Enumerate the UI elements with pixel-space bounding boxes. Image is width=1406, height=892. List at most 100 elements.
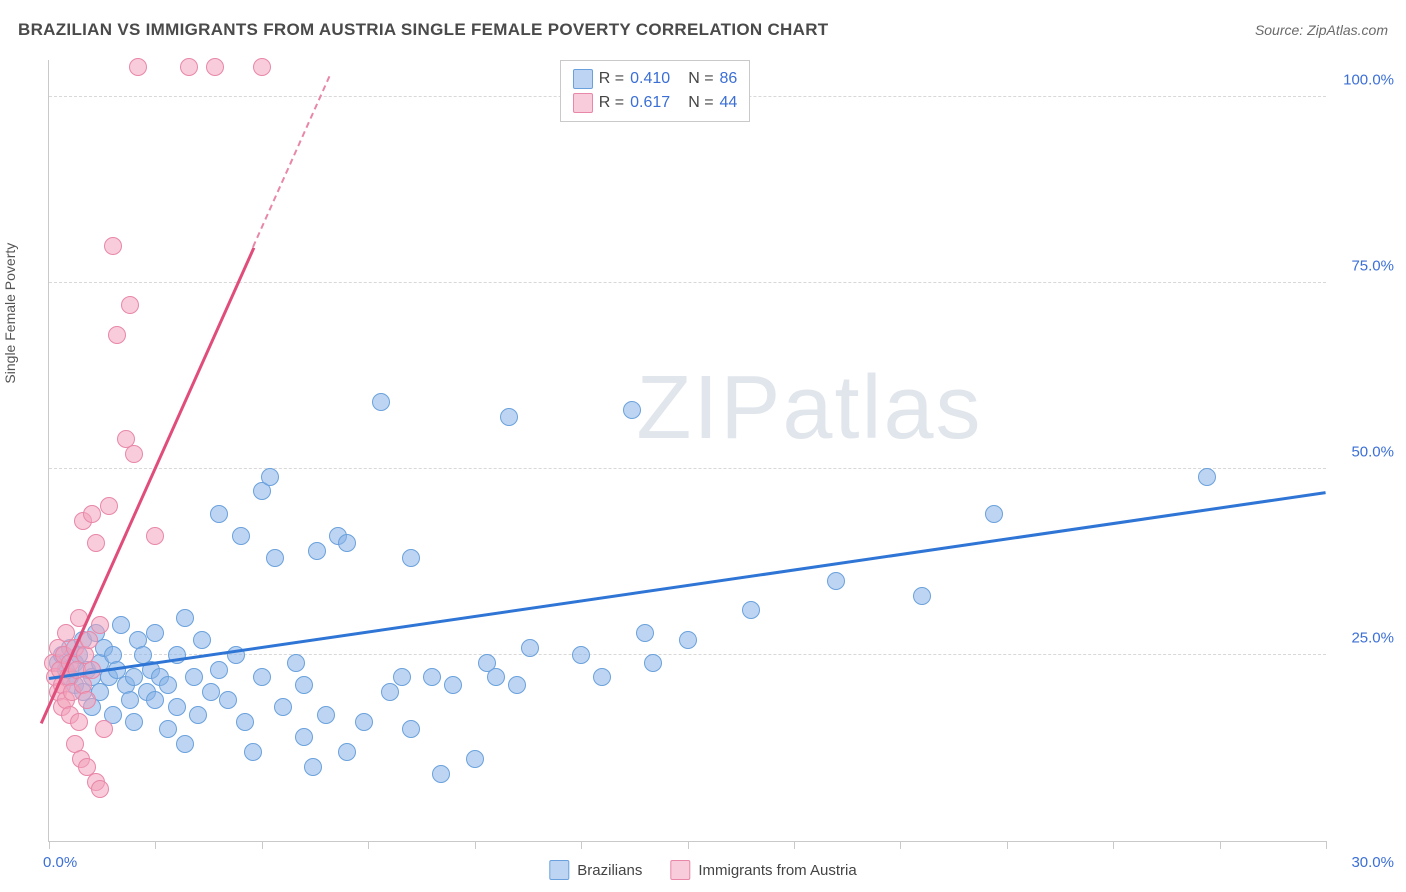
data-point (521, 639, 539, 657)
legend-correlation: R = 0.410 N = 86 R = 0.617 N = 44 (560, 60, 751, 122)
data-point (95, 720, 113, 738)
data-point (253, 58, 271, 76)
x-tick (688, 841, 689, 849)
data-point (679, 631, 697, 649)
data-point (261, 468, 279, 486)
data-point (253, 668, 271, 686)
x-tick (794, 841, 795, 849)
y-tick-label: 25.0% (1351, 630, 1394, 647)
data-point (202, 683, 220, 701)
data-point (129, 58, 147, 76)
legend-item: Brazilians (549, 860, 642, 880)
data-point (338, 743, 356, 761)
data-point (913, 587, 931, 605)
x-tick (475, 841, 476, 849)
data-point (159, 676, 177, 694)
data-point (121, 691, 139, 709)
data-point (623, 401, 641, 419)
data-point (308, 542, 326, 560)
x-tick-label: 30.0% (1351, 854, 1394, 871)
data-point (636, 624, 654, 642)
legend-n-value: 86 (720, 70, 738, 88)
x-tick (900, 841, 901, 849)
legend-label: Brazilians (577, 862, 642, 879)
data-point (742, 601, 760, 619)
data-point (210, 505, 228, 523)
legend-swatch (573, 93, 593, 113)
data-point (176, 735, 194, 753)
data-point (70, 713, 88, 731)
data-point (317, 706, 335, 724)
x-tick (49, 841, 50, 849)
data-point (146, 624, 164, 642)
data-point (219, 691, 237, 709)
data-point (125, 445, 143, 463)
data-point (295, 676, 313, 694)
data-point (244, 743, 262, 761)
data-point (393, 668, 411, 686)
legend-r-value: 0.410 (630, 70, 670, 88)
legend-swatch (573, 69, 593, 89)
data-point (146, 527, 164, 545)
legend-n-label: N = (688, 94, 713, 112)
x-tick (1326, 841, 1327, 849)
data-point (100, 497, 118, 515)
data-point (236, 713, 254, 731)
data-point (402, 720, 420, 738)
gridline (49, 468, 1326, 469)
x-tick (1220, 841, 1221, 849)
data-point (87, 534, 105, 552)
data-point (125, 713, 143, 731)
y-axis-label: Single Female Poverty (2, 243, 18, 384)
data-point (572, 646, 590, 664)
data-point (210, 661, 228, 679)
legend-bottom: Brazilians Immigrants from Austria (549, 860, 856, 880)
data-point (159, 720, 177, 738)
data-point (168, 698, 186, 716)
data-point (189, 706, 207, 724)
data-point (91, 616, 109, 634)
data-point (287, 654, 305, 672)
x-tick (1113, 841, 1114, 849)
legend-r-value: 0.617 (630, 94, 670, 112)
data-point (304, 758, 322, 776)
data-point (444, 676, 462, 694)
source-label: Source: ZipAtlas.com (1255, 22, 1388, 38)
data-point (372, 393, 390, 411)
data-point (355, 713, 373, 731)
data-point (402, 549, 420, 567)
data-point (381, 683, 399, 701)
legend-r-label: R = (599, 94, 624, 112)
legend-r-label: R = (599, 70, 624, 88)
data-point (487, 668, 505, 686)
data-point (295, 728, 313, 746)
data-point (423, 668, 441, 686)
data-point (91, 780, 109, 798)
x-tick (262, 841, 263, 849)
y-tick-label: 50.0% (1351, 444, 1394, 461)
data-point (232, 527, 250, 545)
data-point (466, 750, 484, 768)
data-point (176, 609, 194, 627)
legend-label: Immigrants from Austria (698, 862, 856, 879)
x-tick (581, 841, 582, 849)
data-point (266, 549, 284, 567)
scatter-plot: ZIPatlas 25.0%50.0%75.0%100.0%0.0%30.0%R… (48, 60, 1326, 842)
trend-line (49, 491, 1326, 679)
data-point (104, 237, 122, 255)
x-tick (1007, 841, 1008, 849)
gridline (49, 282, 1326, 283)
data-point (78, 691, 96, 709)
legend-n-label: N = (688, 70, 713, 88)
x-tick (368, 841, 369, 849)
data-point (112, 616, 130, 634)
data-point (1198, 468, 1216, 486)
legend-item: Immigrants from Austria (670, 860, 856, 880)
data-point (108, 326, 126, 344)
data-point (121, 296, 139, 314)
legend-swatch (670, 860, 690, 880)
data-point (185, 668, 203, 686)
legend-n-value: 44 (720, 94, 738, 112)
trend-line (252, 75, 330, 247)
watermark: ZIPatlas (636, 357, 982, 460)
